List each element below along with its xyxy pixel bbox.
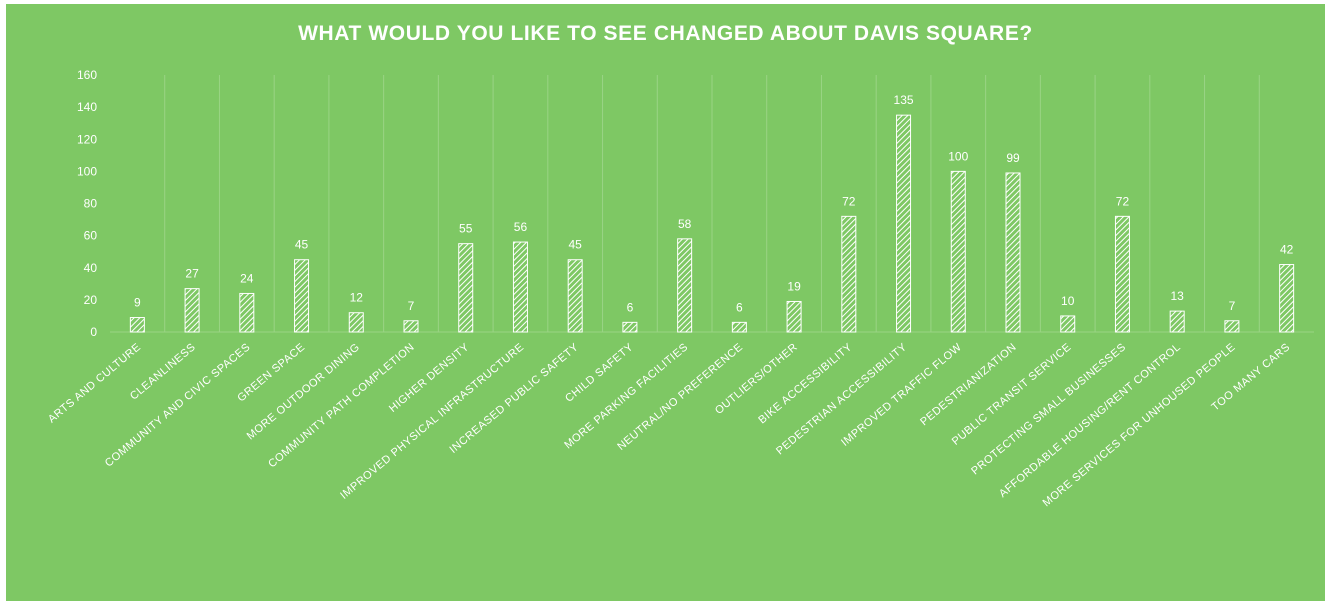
data-label: 99 [1006, 151, 1020, 165]
category-label: IMPROVED TRAFFIC FLOW [839, 341, 964, 449]
bar [1224, 320, 1240, 333]
data-label: 9 [134, 296, 141, 310]
category-label: MORE OUTDOOR DINING [245, 341, 363, 442]
data-label: 135 [894, 93, 914, 107]
bar [622, 321, 638, 333]
data-label: 27 [185, 267, 199, 281]
y-tick-label: 80 [84, 197, 98, 211]
data-label: 42 [1280, 243, 1294, 257]
data-label: 56 [514, 220, 528, 234]
bar [458, 243, 474, 333]
bar [129, 317, 145, 333]
bar [348, 312, 364, 333]
y-tick-label: 160 [77, 68, 97, 82]
data-label: 58 [678, 217, 692, 231]
bar [567, 259, 583, 333]
y-tick-label: 120 [77, 132, 97, 146]
data-label: 24 [240, 271, 254, 285]
bar [512, 241, 528, 333]
bar [1279, 264, 1295, 333]
bar-chart: 0 20 40 60 80 100 120 140 160 9 27 24 45 12 7 55 56 45 6 5… [46, 68, 1314, 509]
bar [294, 259, 310, 333]
data-label: 45 [569, 238, 583, 252]
bar [731, 321, 747, 333]
category-label: BIKE ACCESSIBILITY [756, 341, 855, 426]
category-label: PEDESTRIANIZATION [918, 341, 1019, 428]
data-label: 45 [295, 238, 309, 252]
bar [1060, 315, 1076, 333]
bar [184, 288, 200, 333]
category-label: IMPROVED PHYSICAL INFRASTRUCTURE [338, 341, 526, 502]
y-tick-label: 20 [84, 293, 98, 307]
bar [677, 238, 693, 333]
bar [1114, 215, 1130, 333]
bar [1005, 172, 1021, 333]
y-tick-label: 0 [90, 325, 97, 339]
chart-title: WHAT WOULD YOU LIKE TO SEE CHANGED ABOUT… [298, 22, 1033, 45]
data-label: 7 [1229, 299, 1236, 313]
data-label: 72 [842, 194, 856, 208]
category-label: MORE SERVICES FOR UNHOUSED PEOPLE [1041, 341, 1238, 509]
bar [841, 215, 857, 333]
data-label: 7 [408, 299, 415, 313]
data-label: 13 [1171, 289, 1185, 303]
data-label: 6 [736, 300, 743, 314]
y-tick-label: 140 [77, 100, 97, 114]
bars [129, 114, 1295, 333]
data-labels: 9 27 24 45 12 7 55 56 45 6 58 6 19 72 135 100 99 10 72 13 7 4… [134, 93, 1294, 314]
data-label: 10 [1061, 294, 1075, 308]
gridlines [110, 75, 1314, 333]
data-label: 19 [787, 279, 801, 293]
data-label: 6 [627, 300, 634, 314]
data-label: 12 [350, 291, 364, 305]
bar [786, 300, 802, 333]
bar [896, 114, 912, 333]
chart-panel: WHAT WOULD YOU LIKE TO SEE CHANGED ABOUT… [6, 4, 1325, 601]
data-label: 100 [948, 149, 968, 163]
bar [403, 320, 419, 333]
bar [950, 170, 966, 333]
y-tick-label: 100 [77, 164, 97, 178]
y-tick-label: 60 [84, 229, 98, 243]
y-axis: 0 20 40 60 80 100 120 140 160 [77, 68, 97, 339]
data-label: 72 [1116, 194, 1130, 208]
data-label: 55 [459, 222, 473, 236]
y-tick-label: 40 [84, 261, 98, 275]
category-label: ARTS AND CULTURE [46, 341, 143, 425]
bar [239, 292, 255, 333]
bar [1169, 310, 1185, 333]
